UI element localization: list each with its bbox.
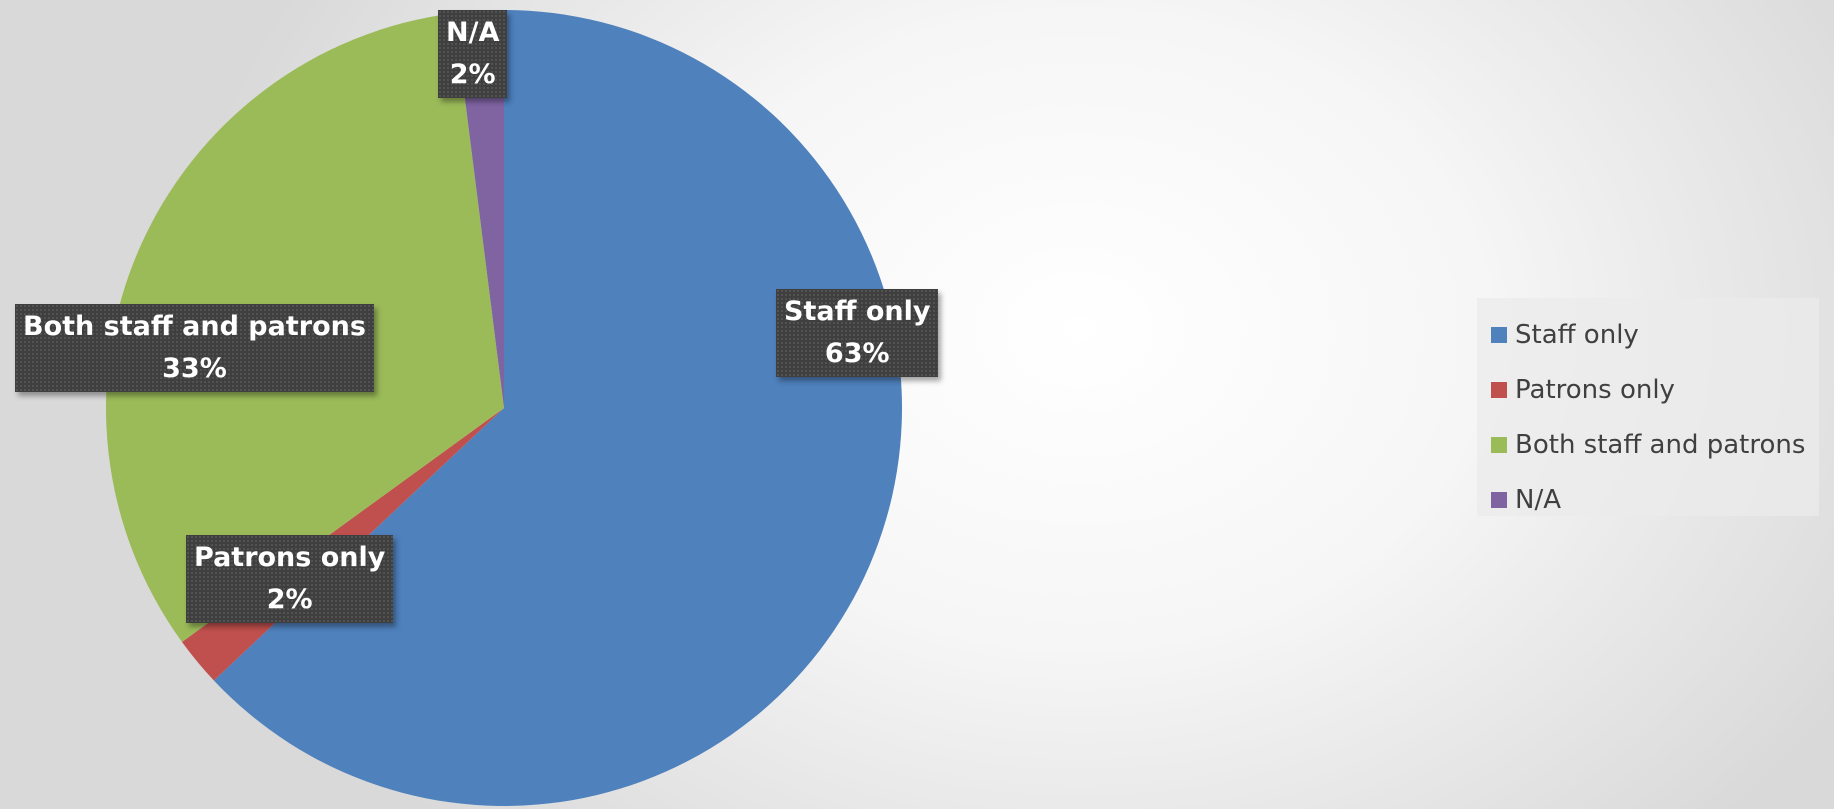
legend-item-na: N/A xyxy=(1491,472,1819,527)
legend-label: Patrons only xyxy=(1515,375,1675,405)
data-label-na: N/A 2% xyxy=(438,10,507,98)
data-label-value: 63% xyxy=(784,333,930,375)
legend-label: N/A xyxy=(1515,485,1561,515)
data-label-patrons-only: Patrons only 2% xyxy=(186,535,393,623)
legend-swatch xyxy=(1491,327,1507,343)
data-label-category: N/A xyxy=(446,12,499,54)
data-label-value: 2% xyxy=(194,579,385,621)
legend-item-both-staff-and-patrons: Both staff and patrons xyxy=(1491,417,1819,472)
data-label-category: Patrons only xyxy=(194,537,385,579)
legend-swatch xyxy=(1491,382,1507,398)
legend-item-staff-only: Staff only xyxy=(1491,307,1819,362)
data-label-value: 33% xyxy=(23,348,366,390)
legend-label: Staff only xyxy=(1515,320,1639,350)
legend-item-patrons-only: Patrons only xyxy=(1491,362,1819,417)
chart-legend: Staff only Patrons only Both staff and p… xyxy=(1477,298,1819,516)
legend-label: Both staff and patrons xyxy=(1515,430,1805,460)
pie-slices xyxy=(106,10,902,806)
data-label-both-staff-and-patrons: Both staff and patrons 33% xyxy=(15,304,374,392)
data-label-staff-only: Staff only 63% xyxy=(776,289,938,377)
data-label-category: Staff only xyxy=(784,291,930,333)
legend-swatch xyxy=(1491,492,1507,508)
legend-swatch xyxy=(1491,437,1507,453)
data-label-value: 2% xyxy=(446,54,499,96)
data-label-category: Both staff and patrons xyxy=(23,306,366,348)
